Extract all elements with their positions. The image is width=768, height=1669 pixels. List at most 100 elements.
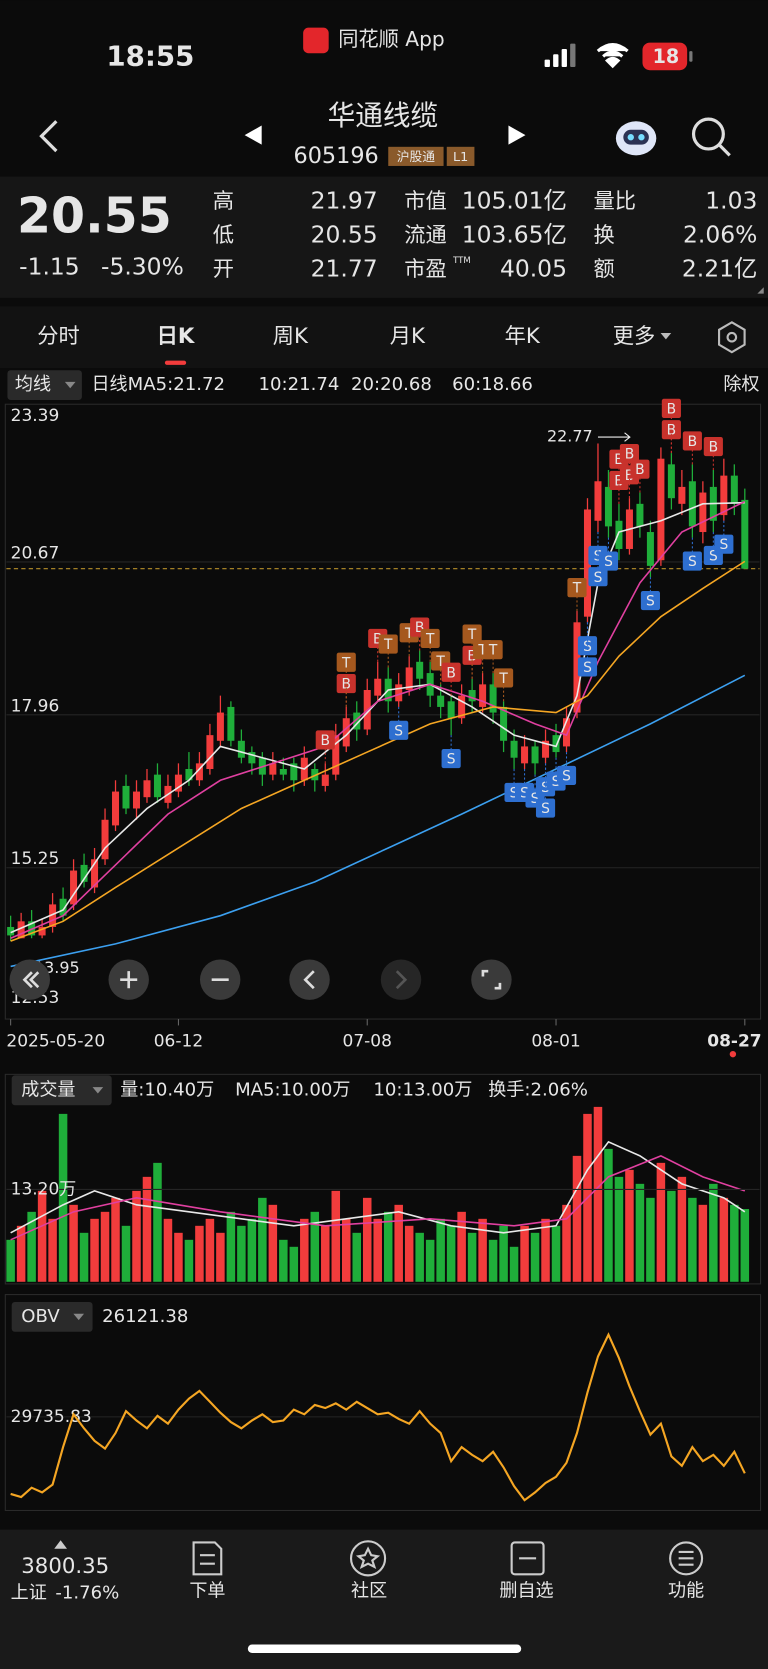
signal-label: B <box>625 447 634 463</box>
signal-box <box>661 398 681 418</box>
signal-label: T <box>404 626 414 642</box>
stat-label-sup: TTM <box>452 256 471 266</box>
stat-label: 开 <box>213 257 234 282</box>
volume-bar <box>226 1211 236 1282</box>
tab[interactable]: 分时 <box>37 324 80 349</box>
settings-button[interactable] <box>718 321 746 354</box>
stat-value: 2.06% <box>683 221 757 249</box>
signal-label: B <box>667 401 676 417</box>
signal-box <box>640 591 660 611</box>
obv-selector[interactable] <box>11 1302 93 1332</box>
volume-bar <box>656 1162 666 1282</box>
signal-box <box>378 634 398 654</box>
footer-item[interactable]: 社区 <box>351 1580 387 1601</box>
volume-bar <box>6 1239 15 1282</box>
prev-stock[interactable] <box>244 125 262 145</box>
signal-label: S <box>510 785 519 801</box>
search-button[interactable] <box>691 117 731 157</box>
battery-level: 18 <box>653 45 680 68</box>
status-app: 同花顺 App <box>338 27 445 51</box>
back-button[interactable] <box>39 120 58 153</box>
footer-item[interactable]: 下单 <box>189 1580 225 1601</box>
stat-value: 21.97 <box>311 187 378 215</box>
adjust-label[interactable]: 除权 <box>723 374 759 395</box>
volume-bar <box>16 1225 26 1282</box>
tab[interactable]: 更多 <box>613 324 656 349</box>
footer-item[interactable]: 删自选 <box>499 1580 553 1601</box>
date-axis: 2025-05-20 06-12 07-08 08-01 08-27 <box>6 1019 762 1051</box>
candle-body <box>542 740 550 758</box>
candle-body <box>374 678 382 696</box>
settings-dot <box>726 331 738 343</box>
tab-bar <box>0 306 768 369</box>
volume-bar <box>48 1218 57 1282</box>
volume-ma-line <box>10 1154 746 1241</box>
volume-bar <box>184 1239 194 1282</box>
volume-bar <box>436 1218 445 1282</box>
candle-body <box>269 763 277 775</box>
signal-label: B <box>709 440 718 456</box>
volume-bar <box>625 1169 634 1282</box>
tag: 沪股通 <box>397 150 435 165</box>
ma-selector[interactable] <box>7 370 82 400</box>
ma-label: 10:21.74 <box>258 374 339 395</box>
stock-name: 华通线缆 <box>328 99 439 132</box>
y-tick-label: 23.39 <box>11 406 60 426</box>
candle-body <box>38 926 46 936</box>
tab-underline <box>164 360 187 365</box>
wifi-icon <box>596 43 629 69</box>
volume-bar <box>121 1225 131 1282</box>
signal-label: T <box>435 654 445 670</box>
volume-bar <box>258 1197 267 1282</box>
volume-selector[interactable] <box>11 1075 112 1106</box>
latest-dot <box>729 1050 737 1058</box>
assistant-button[interactable] <box>615 121 657 156</box>
signal-label: S <box>552 774 561 790</box>
candle-body <box>321 774 329 786</box>
signal-label: S <box>688 554 697 570</box>
tab[interactable]: 周K <box>273 324 309 349</box>
volume-bar <box>446 1225 456 1282</box>
x-tick-label: 06-12 <box>154 1031 203 1051</box>
signal-label: S <box>583 660 592 676</box>
candle-body <box>342 718 350 747</box>
volume-bar <box>310 1211 320 1282</box>
signal-label: B <box>614 452 623 468</box>
battery-icon <box>642 42 688 71</box>
candle-body <box>636 503 644 527</box>
fullscreen-button[interactable] <box>471 959 512 1000</box>
signal-box <box>441 662 461 682</box>
ma-selector-label: 均线 <box>15 374 51 395</box>
candle-body <box>416 661 424 679</box>
candle-body <box>657 458 665 561</box>
candle-body <box>468 690 476 702</box>
volume-bar <box>425 1239 435 1282</box>
signal-label: T <box>572 581 582 597</box>
max-label: 22.77 <box>547 427 593 446</box>
x-tick-label: 07-08 <box>343 1031 392 1051</box>
signal-label: B <box>688 434 697 450</box>
candle-body <box>447 701 455 719</box>
left-button[interactable] <box>289 959 330 1000</box>
signal-box <box>556 765 577 786</box>
next-stock[interactable] <box>508 125 526 145</box>
tab[interactable]: 月K <box>390 324 426 349</box>
signal-box <box>598 551 619 571</box>
index-value[interactable]: 3800.35 <box>21 1554 109 1579</box>
price-change: -1.15 <box>19 253 80 281</box>
dropdown-arrow <box>64 381 76 389</box>
stat-value: 20.55 <box>311 221 378 249</box>
tab[interactable]: 年K <box>505 324 541 349</box>
candle-body <box>174 774 182 792</box>
footer-item[interactable]: 功能 <box>668 1580 704 1601</box>
right-button[interactable] <box>380 959 422 1000</box>
volume-bar <box>457 1211 466 1282</box>
volume-bar <box>488 1239 498 1282</box>
candle-body <box>646 532 654 566</box>
tab[interactable]: 日K <box>157 324 196 349</box>
volume-bar <box>69 1204 78 1282</box>
candle-body <box>279 768 287 775</box>
candle-body <box>699 492 707 533</box>
dropdown-arrow <box>73 1313 85 1321</box>
